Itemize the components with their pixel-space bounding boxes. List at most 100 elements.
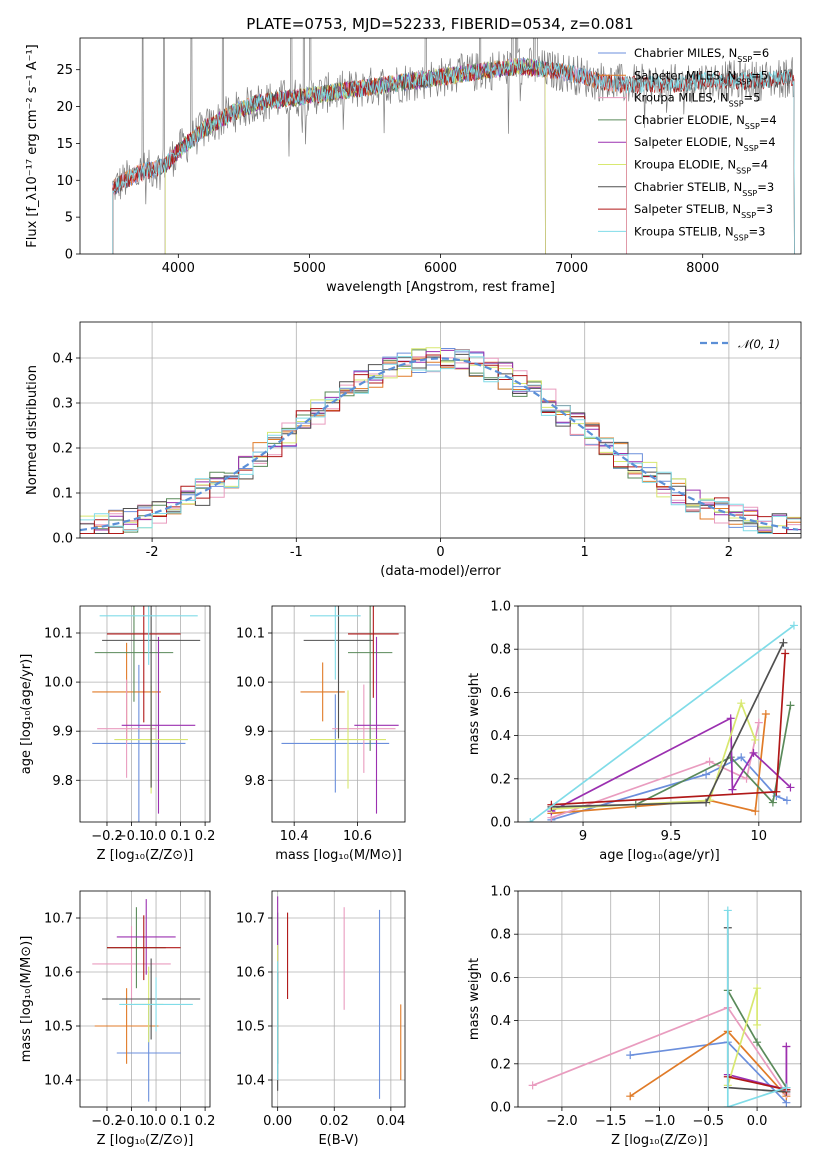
mass-weight-vs-age-plot-area: [526, 621, 798, 822]
marker-salpeter-stelib: [781, 649, 790, 658]
marker-kroupa-stelib: [782, 1083, 791, 1092]
marker-chabrier-miles: [782, 796, 791, 805]
marker-kroupa-elodie: [751, 735, 760, 744]
mass-weight-vs-age-ytick-label: 0.4: [490, 729, 511, 744]
marker-chabrier-miles: [702, 770, 711, 779]
errorbar-kroupa-elodie: [310, 690, 386, 789]
mass-weight-vs-Z-ytick-label: 0.0: [490, 1101, 511, 1116]
mass-weight-vs-age-xlabel: age [log₁₀(age/yr)]: [599, 848, 720, 863]
residuals-ytick-label: 0.0: [52, 532, 73, 547]
marker-chabrier-miles: [737, 753, 746, 762]
mass-vs-ebv-axes: 0.00 0.02 0.04 10.4 10.5 10.6 10.7 E(B-V): [236, 890, 406, 1148]
marker-chabrier-miles: [626, 1051, 635, 1060]
age-vs-Z-ytick-label: 10.0: [44, 676, 73, 691]
errorbar-salpeter-elodie: [354, 636, 399, 814]
marker-kroupa-stelib: [723, 906, 732, 915]
line-salpeter-stelib: [727, 1075, 787, 1091]
mass-vs-Z-axes: −0.2−0.10.0 0.1 0.2 10.4 10.5 10.6 10.7 Z [log₁…: [19, 890, 215, 1148]
residuals-plot-area: [80, 347, 801, 534]
mass-weight-vs-age-axes: 9 9.5 10 0.0 0.2 0.4 0.6 0.8 1.0 age [log₁₀(age/y…: [467, 600, 802, 863]
errorbar-chabrier-stelib: [102, 958, 201, 1040]
age-vs-mass-axes: 10.4 10.6 9.8 9.9 10.0 10.1 mass [log₁₀(M/M⊙)]: [236, 605, 406, 863]
marker-salpeter-miles: [626, 1092, 635, 1101]
errorbar-chabrier-stelib: [303, 606, 374, 739]
spectrum-xtick-label: 4000: [162, 261, 195, 276]
mass-weight-vs-age-ytick-label: 0.0: [490, 816, 511, 831]
mass-weight-vs-age-xtick-label: 10: [751, 829, 768, 844]
age-vs-mass-frame: [271, 605, 406, 823]
errorbar-chabrier-elodie: [94, 606, 174, 702]
marker-kroupa-stelib: [526, 818, 535, 822]
age-vs-Z-frame: [79, 605, 211, 823]
residuals-ylabel: Normed distribution: [25, 365, 40, 495]
marker-salpeter-miles: [761, 710, 770, 718]
line-salpeter-stelib: [551, 653, 787, 806]
histogram-kroupa-stelib: [80, 349, 801, 534]
age-vs-mass-plot-area: [281, 606, 399, 814]
age-vs-mass-ytick-label: 9.9: [244, 725, 265, 740]
marker-chabrier-elodie: [786, 701, 795, 710]
mass-weight-vs-Z-plot-area: [528, 906, 791, 1107]
mass-weight-vs-age-ytick-label: 0.6: [490, 686, 511, 701]
legend-label-salpeter-stelib: Salpeter STELIB, NSSP=3: [634, 202, 773, 220]
spectrum-xlabel: wavelength [Angstrom, rest frame]: [326, 280, 555, 295]
spectrum-plot-area: [112, 38, 795, 254]
series-kroupa-stelib: [723, 906, 791, 1107]
errorbar-salpeter-stelib: [348, 606, 399, 698]
marker-kroupa-stelib: [789, 621, 798, 630]
mass-vs-Z-xtick-label: 0.0: [146, 1114, 167, 1129]
mass-weight-vs-age-xtick-label: 9: [579, 829, 587, 844]
mass-vs-ebv-frame: [271, 890, 406, 1108]
mass-weight-vs-age-frame: [517, 605, 802, 823]
mass-vs-Z-ytick-label: 10.5: [44, 1020, 73, 1035]
spectrum-ylabel: Flux [f_λ10⁻¹⁷ erg cm⁻² s⁻¹ A⁻¹]: [25, 44, 40, 248]
mass-vs-ebv-ytick-label: 10.5: [236, 1020, 265, 1035]
errorbar-salpeter-stelib: [106, 606, 181, 723]
residuals-xlabel: (data-model)/error: [380, 564, 501, 579]
age-vs-Z-plot-area: [92, 606, 201, 822]
legend-label-chabrier-stelib: Chabrier STELIB, NSSP=3: [634, 180, 774, 198]
residuals-xtick-label: 1: [581, 545, 589, 560]
normal-reference-curve: [80, 357, 799, 532]
age-vs-mass-ytick-label: 9.8: [244, 774, 265, 789]
age-vs-mass-ytick-label: 10.0: [236, 676, 265, 691]
spectrum-xtick-label: 8000: [686, 261, 719, 276]
legend-label-salpeter-miles: Salpeter MILES, NSSP=5: [634, 68, 768, 86]
marker-salpeter-elodie: [728, 785, 737, 794]
mass-vs-ebv-ytick-label: 10.6: [236, 966, 265, 981]
mass-weight-vs-Z-ytick-label: 1.0: [490, 885, 511, 900]
mass-vs-ebv-xlabel: E(B-V): [318, 1133, 358, 1148]
mass-weight-vs-Z-ytick-label: 0.6: [490, 971, 511, 986]
mass-vs-Z-xtick-label: −0.1: [116, 1114, 148, 1129]
age-vs-Z-xtick-label: 0.1: [170, 829, 191, 844]
marker-chabrier-stelib: [779, 638, 788, 647]
mass-vs-ebv-ytick-label: 10.7: [236, 912, 265, 927]
spectrum-ytick-label: 5: [65, 211, 73, 226]
age-vs-Z-ytick-label: 9.9: [52, 725, 73, 740]
marker-salpeter-elodie: [749, 748, 758, 757]
mass-weight-vs-Z-ytick-label: 0.8: [490, 928, 511, 943]
mass-weight-vs-Z-ytick-label: 0.2: [490, 1057, 511, 1072]
marker-salpeter-elodie: [726, 714, 735, 723]
series-kroupa-stelib: [526, 621, 798, 822]
residuals-xtick-label: 0: [436, 545, 444, 560]
marker-kroupa-elodie: [737, 699, 746, 708]
errorbar-kroupa-miles: [332, 684, 396, 773]
mass-vs-Z-ytick-label: 10.4: [44, 1074, 73, 1089]
mass-vs-Z-frame: [79, 890, 211, 1108]
errorbar-salpeter-miles: [94, 988, 159, 1064]
mass-vs-Z-plot-area: [92, 899, 201, 1102]
age-vs-Z-xtick-label: 0.2: [195, 829, 216, 844]
spectrum-ytick-label: 15: [56, 137, 73, 152]
residuals-xtick-label: -1: [290, 545, 303, 560]
legend-label-chabrier-miles: Chabrier MILES, NSSP=6: [634, 46, 769, 64]
mass-weight-vs-Z-xlabel: Z [log₁₀(Z/Z⊙)]: [611, 1133, 708, 1148]
residuals-ytick-label: 0.3: [52, 397, 73, 412]
mass-weight-vs-age-ytick-label: 0.8: [490, 643, 511, 658]
errorbar-salpeter-miles: [300, 662, 345, 722]
mass-weight-vs-Z-ylabel: mass weight: [467, 958, 482, 1040]
mass-weight-vs-age-ytick-label: 0.2: [490, 772, 511, 787]
age-vs-mass-xlabel: mass [log₁₀(M/M⊙)]: [275, 848, 402, 863]
marker-chabrier-stelib: [702, 798, 711, 807]
errorbar-kroupa-stelib: [99, 606, 198, 665]
